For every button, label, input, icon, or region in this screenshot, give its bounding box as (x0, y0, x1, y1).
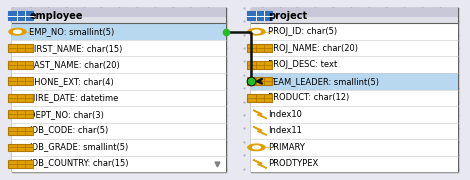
FancyBboxPatch shape (251, 73, 458, 89)
FancyBboxPatch shape (12, 57, 226, 73)
Text: PROJ_NAME: char(20): PROJ_NAME: char(20) (268, 44, 358, 53)
FancyBboxPatch shape (8, 94, 33, 102)
FancyBboxPatch shape (8, 127, 33, 135)
FancyBboxPatch shape (12, 16, 226, 23)
Polygon shape (253, 160, 266, 168)
FancyBboxPatch shape (251, 8, 458, 23)
FancyBboxPatch shape (251, 16, 458, 23)
FancyBboxPatch shape (12, 139, 226, 156)
Polygon shape (253, 127, 266, 135)
FancyBboxPatch shape (12, 8, 226, 172)
Text: Index11: Index11 (268, 126, 302, 135)
Text: project: project (268, 11, 307, 21)
Circle shape (252, 30, 260, 33)
Circle shape (14, 30, 21, 33)
Circle shape (9, 28, 26, 35)
FancyBboxPatch shape (251, 123, 458, 139)
FancyBboxPatch shape (251, 106, 458, 123)
Text: JOB_CODE: char(5): JOB_CODE: char(5) (29, 126, 109, 135)
FancyBboxPatch shape (12, 123, 226, 139)
FancyBboxPatch shape (251, 139, 458, 156)
Text: TEAM_LEADER: smallint(5): TEAM_LEADER: smallint(5) (268, 77, 379, 86)
FancyBboxPatch shape (251, 40, 458, 57)
FancyBboxPatch shape (251, 23, 458, 40)
FancyBboxPatch shape (251, 8, 458, 172)
Text: Index10: Index10 (268, 110, 302, 119)
Circle shape (248, 28, 265, 35)
FancyBboxPatch shape (8, 61, 33, 69)
Text: PRIMARY: PRIMARY (268, 143, 305, 152)
FancyBboxPatch shape (8, 111, 33, 118)
FancyBboxPatch shape (8, 77, 33, 85)
Text: JOB_GRADE: smallint(5): JOB_GRADE: smallint(5) (29, 143, 128, 152)
Text: PRODUCT: char(12): PRODUCT: char(12) (268, 93, 350, 102)
Text: employee: employee (29, 11, 83, 21)
FancyBboxPatch shape (12, 156, 226, 172)
Text: PRODTYPEX: PRODTYPEX (268, 159, 319, 168)
Text: DEPT_NO: char(3): DEPT_NO: char(3) (29, 110, 104, 119)
Text: PROJ_ID: char(5): PROJ_ID: char(5) (268, 27, 337, 36)
FancyBboxPatch shape (12, 40, 226, 57)
Polygon shape (253, 110, 266, 119)
FancyBboxPatch shape (251, 8, 458, 17)
Circle shape (248, 144, 265, 151)
FancyBboxPatch shape (251, 89, 458, 106)
Text: PHONE_EXT: char(4): PHONE_EXT: char(4) (29, 77, 114, 86)
FancyBboxPatch shape (251, 156, 458, 172)
FancyBboxPatch shape (247, 77, 272, 85)
FancyBboxPatch shape (12, 8, 226, 23)
Circle shape (252, 146, 260, 149)
FancyBboxPatch shape (12, 73, 226, 89)
FancyBboxPatch shape (12, 23, 226, 40)
FancyBboxPatch shape (12, 106, 226, 123)
FancyBboxPatch shape (8, 44, 33, 52)
FancyBboxPatch shape (247, 44, 272, 52)
FancyBboxPatch shape (8, 160, 33, 168)
FancyBboxPatch shape (247, 61, 272, 69)
Text: HIRE_DATE: datetime: HIRE_DATE: datetime (29, 93, 118, 102)
FancyBboxPatch shape (8, 143, 33, 151)
Text: EMP_NO: smallint(5): EMP_NO: smallint(5) (29, 27, 115, 36)
FancyBboxPatch shape (247, 11, 272, 20)
FancyBboxPatch shape (8, 11, 33, 20)
Text: PROJ_DESC: text: PROJ_DESC: text (268, 60, 337, 69)
Text: FIRST_NAME: char(15): FIRST_NAME: char(15) (29, 44, 123, 53)
FancyBboxPatch shape (12, 89, 226, 106)
Text: LAST_NAME: char(20): LAST_NAME: char(20) (29, 60, 120, 69)
Text: JOB_COUNTRY: char(15): JOB_COUNTRY: char(15) (29, 159, 129, 168)
FancyBboxPatch shape (251, 57, 458, 73)
FancyBboxPatch shape (12, 8, 226, 17)
FancyBboxPatch shape (247, 94, 272, 102)
